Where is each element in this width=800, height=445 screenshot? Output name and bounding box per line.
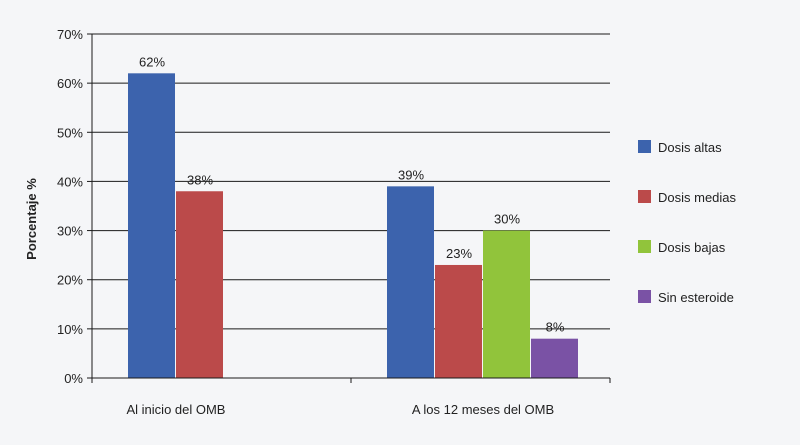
y-tick-label: 20% — [57, 273, 83, 288]
data-labels: 62% 38% 39% 23% 30% 8% — [139, 54, 565, 334]
x-tick-label: A los 12 meses del OMB — [412, 402, 554, 417]
axes: 0% 10% 20% 30% 40% 50% 60% 70% Al inicio del OMB… — [57, 27, 611, 417]
y-tick-label: 10% — [57, 322, 83, 337]
data-label: 38% — [187, 172, 213, 187]
y-axis-title: Porcentaje % — [24, 178, 39, 260]
legend: Dosis altas Dosis medias Dosis bajas Sin es… — [638, 140, 737, 305]
data-label: 8% — [546, 320, 565, 335]
bars — [128, 73, 578, 379]
legend-label: Dosis altas — [658, 140, 722, 155]
data-label: 39% — [398, 167, 424, 182]
data-label: 23% — [446, 246, 472, 261]
legend-label: Dosis bajas — [658, 240, 726, 255]
y-tick-label: 30% — [57, 224, 83, 239]
legend-swatch — [638, 240, 651, 253]
y-tick-label: 70% — [57, 27, 83, 42]
legend-label: Dosis medias — [658, 190, 737, 205]
bar — [483, 230, 530, 378]
legend-swatch — [638, 140, 651, 153]
y-tick-label: 50% — [57, 125, 83, 140]
legend-swatch — [638, 190, 651, 203]
bar — [531, 338, 578, 378]
bar — [435, 264, 482, 378]
bar — [387, 186, 434, 378]
bar — [128, 73, 175, 379]
data-label: 30% — [494, 212, 520, 227]
y-tick-label: 40% — [57, 174, 83, 189]
y-tick-label: 0% — [64, 371, 83, 386]
y-tick-label: 60% — [57, 76, 83, 91]
legend-swatch — [638, 290, 651, 303]
x-tick-label: Al inicio del OMB — [127, 402, 226, 417]
legend-label: Sin esteroide — [658, 290, 734, 305]
bar — [176, 191, 223, 378]
data-label: 62% — [139, 54, 165, 69]
